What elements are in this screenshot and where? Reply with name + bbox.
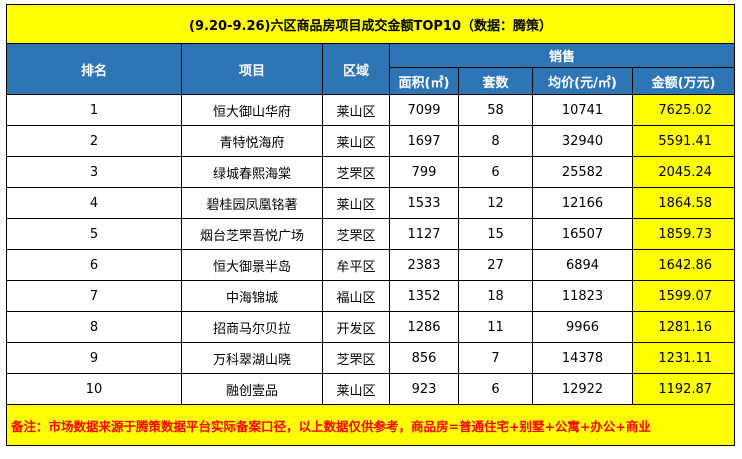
table-row: 8 招商马尔贝拉 开发区 1286 11 9966 1281.16	[6, 311, 736, 343]
cell-area: 1533	[389, 187, 459, 219]
cell-avg-price: 9966	[532, 311, 633, 343]
table-row: 10 融创壹品 莱山区 923 6 12922 1192.87	[6, 373, 736, 405]
cell-district: 芝罘区	[322, 218, 390, 250]
cell-rank: 7	[6, 280, 182, 312]
cell-amount: 1599.07	[631, 280, 736, 312]
cell-units: 7	[458, 342, 533, 374]
cell-project: 万科翠湖山晓	[181, 342, 323, 374]
cell-area: 7099	[389, 94, 459, 126]
cell-rank: 5	[6, 218, 182, 250]
cell-district: 开发区	[322, 311, 390, 343]
cell-area: 1352	[389, 280, 459, 312]
header-rank: 排名	[6, 43, 182, 95]
cell-project: 碧桂园凤凰铭著	[181, 187, 323, 219]
cell-avg-price: 10741	[532, 94, 633, 126]
cell-project: 招商马尔贝拉	[181, 311, 323, 343]
cell-avg-price: 25582	[532, 156, 633, 188]
cell-project: 青特悦海府	[181, 125, 323, 157]
cell-project: 烟台芝罘吾悦广场	[181, 218, 323, 250]
cell-district: 芝罘区	[322, 156, 390, 188]
cell-avg-price: 12166	[532, 187, 633, 219]
cell-area: 1127	[389, 218, 459, 250]
table-row: 4 碧桂园凤凰铭著 莱山区 1533 12 12166 1864.58	[6, 187, 736, 219]
cell-area: 856	[389, 342, 459, 374]
cell-units: 11	[458, 311, 533, 343]
table-row: 3 绿城春熙海棠 芝罘区 799 6 25582 2045.24	[6, 156, 736, 188]
table-row: 7 中海锦城 福山区 1352 18 11823 1599.07	[6, 280, 736, 312]
cell-district: 莱山区	[322, 187, 390, 219]
cell-units: 6	[458, 373, 533, 405]
cell-units: 15	[458, 218, 533, 250]
cell-rank: 10	[6, 373, 182, 405]
cell-rank: 8	[6, 311, 182, 343]
cell-amount: 1859.73	[631, 218, 736, 250]
cell-district: 牟平区	[322, 249, 390, 281]
cell-rank: 1	[6, 94, 182, 126]
cell-amount: 5591.41	[631, 125, 736, 157]
cell-area: 2383	[389, 249, 459, 281]
table-row: 2 青特悦海府 莱山区 1697 8 32940 5591.41	[6, 125, 736, 157]
cell-avg-price: 12922	[532, 373, 633, 405]
cell-units: 6	[458, 156, 533, 188]
cell-project: 恒大御景半岛	[181, 249, 323, 281]
cell-amount: 2045.24	[631, 156, 736, 188]
cell-amount: 1864.58	[631, 187, 736, 219]
cell-area: 799	[389, 156, 459, 188]
cell-district: 芝罘区	[322, 342, 390, 374]
table-body: 1 恒大御山华府 莱山区 7099 58 10741 7625.02 2 青特悦海府 莱山区 16…	[6, 94, 736, 405]
cell-rank: 4	[6, 187, 182, 219]
ranking-table: (9.20-9.26)六区商品房项目成交金额TOP10（数据：腾策） 排名 项目…	[5, 4, 736, 446]
cell-rank: 6	[6, 249, 182, 281]
cell-project: 融创壹品	[181, 373, 323, 405]
cell-area: 1286	[389, 311, 459, 343]
cell-rank: 9	[6, 342, 182, 374]
title-row: (9.20-9.26)六区商品房项目成交金额TOP10（数据：腾策）	[5, 4, 736, 44]
table-row: 5 烟台芝罘吾悦广场 芝罘区 1127 15 16507 1859.73	[6, 218, 736, 250]
header-amount: 金额(万元)	[631, 67, 736, 95]
table-title: (9.20-9.26)六区商品房项目成交金额TOP10（数据：腾策）	[5, 4, 736, 44]
header-project: 项目	[181, 43, 323, 95]
header-units: 套数	[458, 67, 533, 95]
header-district: 区域	[322, 43, 390, 95]
cell-district: 莱山区	[322, 373, 390, 405]
ranking-table-wrapper: (9.20-9.26)六区商品房项目成交金额TOP10（数据：腾策） 排名 项目…	[5, 4, 736, 446]
cell-units: 8	[458, 125, 533, 157]
cell-units: 12	[458, 187, 533, 219]
cell-district: 莱山区	[322, 94, 390, 126]
table-row: 1 恒大御山华府 莱山区 7099 58 10741 7625.02	[6, 94, 736, 126]
cell-project: 中海锦城	[181, 280, 323, 312]
header-sales: 销售	[388, 43, 736, 68]
cell-project: 绿城春熙海棠	[181, 156, 323, 188]
cell-avg-price: 32940	[532, 125, 633, 157]
cell-amount: 7625.02	[631, 94, 736, 126]
cell-amount: 1231.11	[631, 342, 736, 374]
cell-area: 923	[389, 373, 459, 405]
table-row: 6 恒大御景半岛 牟平区 2383 27 6894 1642.86	[6, 249, 736, 281]
cell-rank: 3	[6, 156, 182, 188]
note-row: 备注：市场数据来源于腾策数据平台实际备案口径，以上数据仅供参考，商品房=普通住宅…	[5, 404, 736, 446]
footnote: 备注：市场数据来源于腾策数据平台实际备案口径，以上数据仅供参考，商品房=普通住宅…	[5, 404, 736, 446]
header-area: 面积(㎡)	[389, 67, 459, 95]
cell-avg-price: 6894	[532, 249, 633, 281]
cell-district: 莱山区	[322, 125, 390, 157]
cell-amount: 1192.87	[631, 373, 736, 405]
header-avg-price: 均价(元/㎡)	[532, 67, 633, 95]
cell-amount: 1642.86	[631, 249, 736, 281]
cell-avg-price: 11823	[532, 280, 633, 312]
cell-rank: 2	[6, 125, 182, 157]
cell-units: 18	[458, 280, 533, 312]
cell-amount: 1281.16	[631, 311, 736, 343]
cell-project: 恒大御山华府	[181, 94, 323, 126]
header-row-1: 排名 项目 区域 销售	[6, 43, 736, 95]
cell-area: 1697	[389, 125, 459, 157]
cell-units: 58	[458, 94, 533, 126]
cell-district: 福山区	[322, 280, 390, 312]
cell-avg-price: 16507	[532, 218, 633, 250]
cell-units: 27	[458, 249, 533, 281]
cell-avg-price: 14378	[532, 342, 633, 374]
table-row: 9 万科翠湖山晓 芝罘区 856 7 14378 1231.11	[6, 342, 736, 374]
header-row-2: 面积(㎡) 套数 均价(元/㎡) 金额(万元)	[7, 67, 736, 95]
